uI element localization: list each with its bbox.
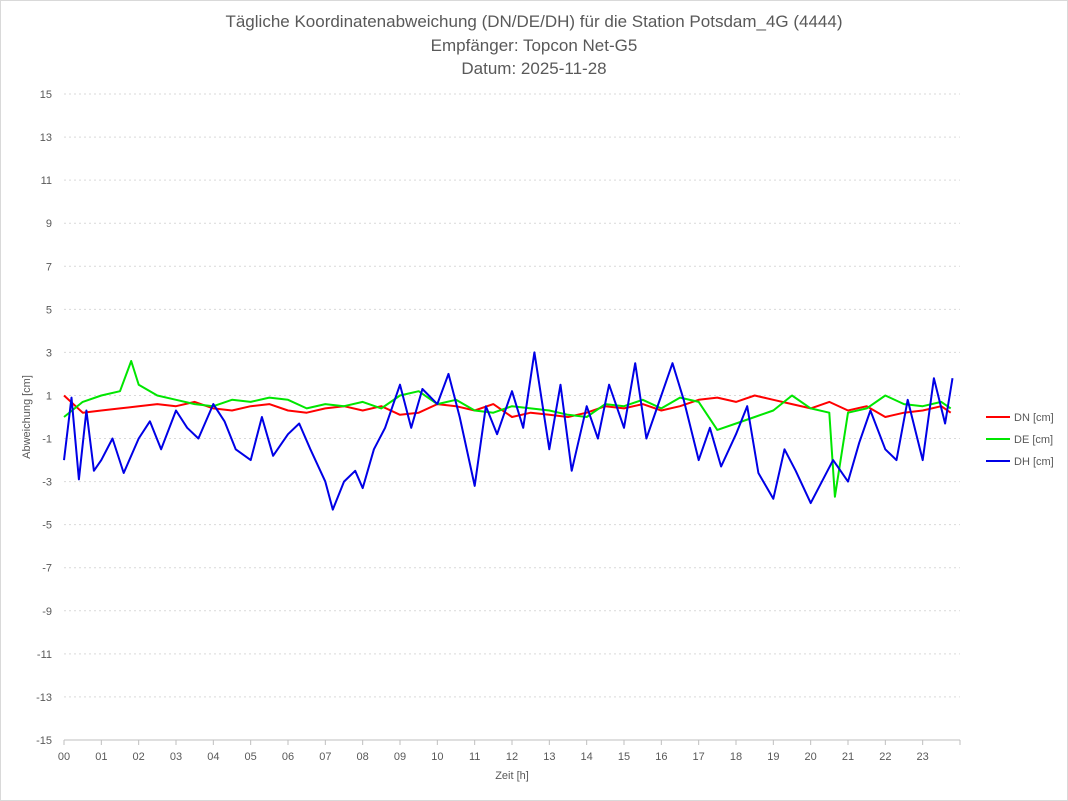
x-tick-label: 20: [805, 751, 817, 763]
chart-subtitle-receiver: Empfänger: Topcon Net-G5: [430, 36, 638, 55]
legend-label-dn: DN [cm]: [1014, 412, 1054, 424]
x-tick-label: 04: [207, 751, 219, 763]
y-tick-label: -3: [42, 477, 52, 489]
y-tick-label: -11: [37, 649, 52, 661]
x-tick-label: 06: [282, 751, 294, 763]
x-tick-label: 07: [319, 751, 331, 763]
x-tick-label: 08: [357, 751, 369, 763]
y-tick-label: 7: [46, 261, 52, 273]
chart-subtitle-date: Datum: 2025-11-28: [461, 59, 607, 78]
y-tick-label: -15: [36, 735, 52, 747]
x-tick-label: 13: [543, 751, 555, 763]
x-tick-label: 18: [730, 751, 742, 763]
x-tick-label: 10: [431, 751, 443, 763]
x-tick-label: 00: [58, 751, 70, 763]
legend-label-de: DE [cm]: [1014, 434, 1053, 446]
legend-label-dh: DH [cm]: [1014, 456, 1054, 468]
x-tick-label: 09: [394, 751, 406, 763]
y-tick-label: 1: [46, 390, 52, 402]
y-axis-title: Abweichung [cm]: [21, 375, 33, 459]
y-tick-label: 11: [41, 175, 52, 187]
x-tick-label: 12: [506, 751, 518, 763]
y-tick-label: -9: [42, 606, 52, 618]
x-tick-label: 01: [95, 751, 107, 763]
chart-title: Tägliche Koordinatenabweichung (DN/DE/DH…: [225, 12, 843, 31]
y-tick-label: -7: [42, 563, 52, 575]
x-tick-label: 19: [767, 751, 779, 763]
y-tick-label: 13: [40, 132, 52, 144]
series-line-de: [63, 360, 952, 498]
x-axis-title: Zeit [h]: [495, 770, 529, 782]
x-tick-label: 22: [879, 751, 891, 763]
x-tick-label: 17: [693, 751, 705, 763]
x-tick-label: 14: [581, 751, 593, 763]
x-tick-label: 15: [618, 751, 630, 763]
y-tick-label: 9: [46, 218, 52, 230]
y-tick-label: 5: [46, 304, 52, 316]
y-tick-label: 3: [46, 347, 52, 359]
y-tick-label: -13: [36, 692, 52, 704]
x-tick-label: 21: [842, 751, 854, 763]
x-tick-label: 05: [245, 751, 257, 763]
x-tick-label: 03: [170, 751, 182, 763]
x-tick-label: 23: [917, 751, 929, 763]
x-tick-label: 11: [469, 751, 480, 763]
y-tick-label: -5: [42, 520, 52, 532]
series-line-dh: [63, 351, 954, 511]
y-tick-label: -1: [42, 434, 52, 446]
y-tick-label: 15: [40, 89, 52, 101]
x-tick-label: 16: [655, 751, 667, 763]
x-tick-label: 02: [133, 751, 145, 763]
